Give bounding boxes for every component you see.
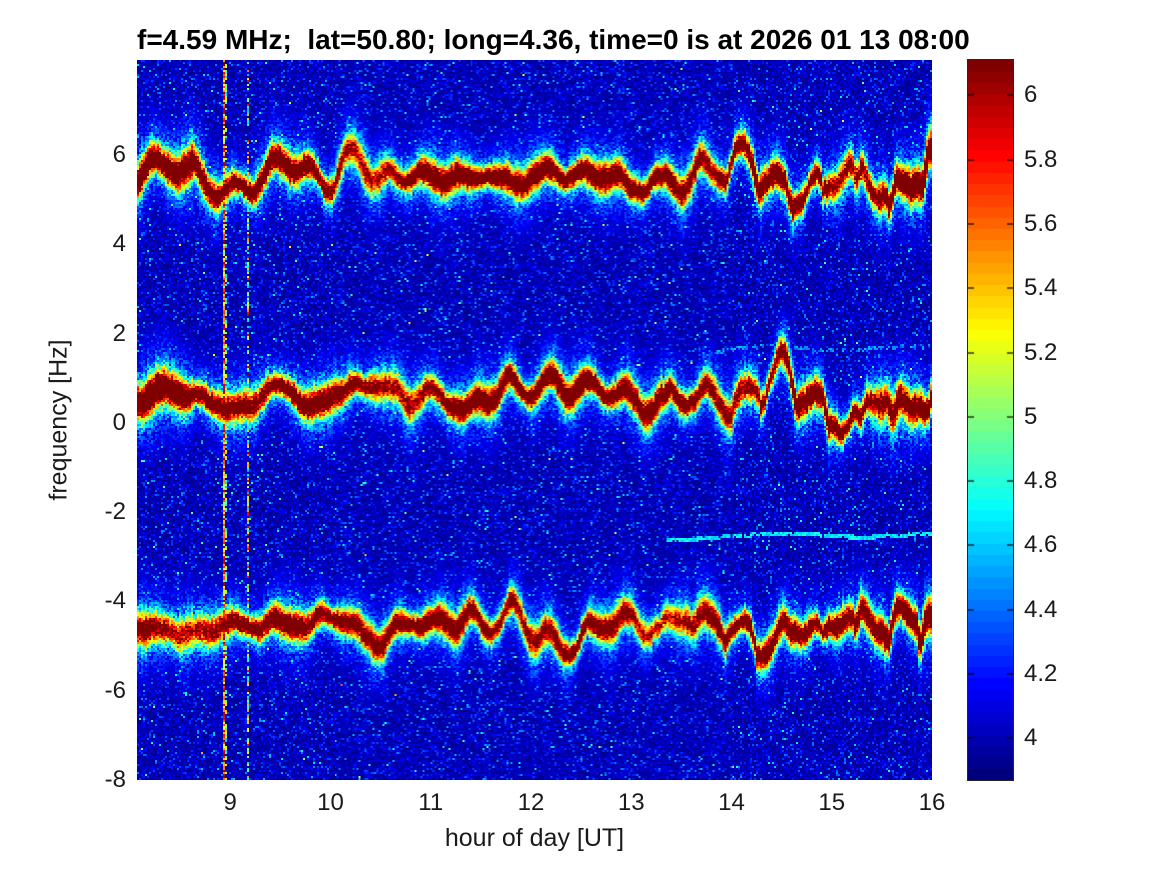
colorbar-tick-label: 4.4 <box>1024 595 1058 623</box>
colorbar-tick-label: 5.8 <box>1024 145 1058 173</box>
colorbar-gradient <box>967 59 1014 781</box>
colorbar-tick-label: 6 <box>1024 81 1038 109</box>
colorbar-tick-label: 4.6 <box>1024 531 1058 559</box>
colorbar-tick-label: 4.2 <box>1024 659 1058 687</box>
y-tick-label: 2 <box>112 319 126 347</box>
colorbar-tick-label: 4.8 <box>1024 467 1058 495</box>
x-tick-label: 9 <box>223 789 237 816</box>
x-tick-label: 11 <box>418 789 444 816</box>
x-tick-label: 15 <box>818 789 846 816</box>
chart-title: f=4.59 MHz; lat=50.80; long=4.36, time=0… <box>137 24 970 55</box>
x-tick-label: 13 <box>617 789 645 816</box>
y-tick-label: -4 <box>104 587 126 615</box>
x-axis-label: hour of day [UT] <box>444 824 625 852</box>
y-tick-label: 6 <box>112 141 126 169</box>
colorbar-tick-label: 5.4 <box>1024 274 1058 302</box>
x-tick-label: 16 <box>918 789 946 816</box>
colorbar-tick-label: 5 <box>1024 402 1038 430</box>
y-tick-label: 4 <box>112 230 126 258</box>
y-tick-label: -2 <box>104 498 126 526</box>
x-tick-label: 14 <box>718 789 745 816</box>
colorbar-tick-label: 5.6 <box>1024 209 1058 237</box>
y-tick-label: 0 <box>112 408 126 436</box>
colorbar-tick-label: 4 <box>1024 724 1038 752</box>
spectrogram-heatmap <box>137 60 932 780</box>
x-tick-label: 10 <box>317 789 344 816</box>
y-tick-label: -6 <box>104 676 126 704</box>
y-tick-label: -8 <box>104 766 126 793</box>
colorbar-tick-label: 5.2 <box>1024 338 1058 366</box>
x-tick-label: 12 <box>517 789 545 816</box>
